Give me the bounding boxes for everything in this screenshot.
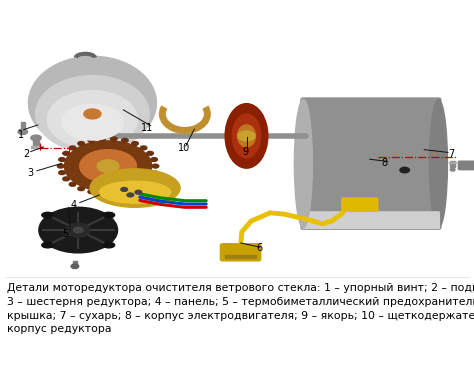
Bar [21, 122, 25, 129]
Circle shape [39, 207, 118, 253]
Circle shape [152, 164, 159, 168]
Ellipse shape [429, 99, 447, 228]
Circle shape [121, 187, 128, 191]
Ellipse shape [62, 104, 123, 140]
Circle shape [132, 142, 138, 146]
Circle shape [127, 193, 134, 197]
Circle shape [147, 151, 154, 155]
FancyBboxPatch shape [220, 244, 261, 261]
Circle shape [88, 139, 95, 142]
Circle shape [140, 146, 147, 150]
Text: 3: 3 [28, 168, 34, 178]
Circle shape [140, 182, 147, 186]
Ellipse shape [103, 242, 115, 248]
Circle shape [147, 177, 154, 181]
Circle shape [18, 129, 27, 134]
Circle shape [64, 141, 152, 191]
Circle shape [78, 142, 84, 146]
Ellipse shape [232, 114, 261, 158]
Bar [33, 140, 39, 148]
Circle shape [57, 164, 64, 168]
Ellipse shape [31, 135, 41, 141]
Bar [225, 255, 256, 258]
Circle shape [121, 190, 128, 194]
Circle shape [84, 109, 101, 119]
Circle shape [63, 151, 69, 155]
Circle shape [151, 157, 157, 161]
Text: Детали моторедуктора очистителя ветрового стекла: 1 – упорный винт; 2 – подпятни: Детали моторедуктора очистителя ветровог… [7, 283, 474, 334]
Circle shape [238, 131, 255, 141]
Ellipse shape [225, 104, 268, 168]
Text: 9: 9 [243, 147, 248, 157]
Ellipse shape [47, 91, 137, 148]
Circle shape [66, 223, 90, 237]
Text: 10: 10 [178, 143, 190, 153]
Bar [31, 146, 41, 148]
Circle shape [97, 160, 119, 172]
Circle shape [132, 187, 138, 190]
Circle shape [151, 171, 157, 175]
Text: 5: 5 [62, 229, 69, 239]
Text: 2: 2 [23, 149, 30, 159]
Circle shape [135, 190, 142, 194]
Circle shape [73, 227, 83, 233]
Circle shape [80, 150, 137, 182]
Ellipse shape [42, 242, 54, 248]
Circle shape [99, 192, 106, 195]
Circle shape [450, 168, 455, 171]
Bar [449, 162, 456, 163]
Ellipse shape [28, 56, 156, 150]
Ellipse shape [294, 99, 312, 228]
Ellipse shape [90, 169, 180, 207]
Bar [450, 161, 455, 167]
Text: 4: 4 [71, 200, 76, 210]
Circle shape [110, 137, 117, 141]
Circle shape [59, 157, 65, 161]
FancyBboxPatch shape [301, 98, 441, 229]
Text: 8: 8 [381, 158, 387, 168]
Text: 1: 1 [18, 129, 24, 139]
Circle shape [63, 177, 69, 181]
FancyBboxPatch shape [458, 161, 474, 170]
Ellipse shape [103, 212, 115, 218]
FancyBboxPatch shape [302, 212, 439, 228]
Circle shape [78, 187, 84, 190]
Text: 6: 6 [257, 243, 263, 253]
FancyBboxPatch shape [342, 198, 378, 211]
Bar [73, 261, 77, 266]
Circle shape [59, 171, 65, 175]
Circle shape [400, 167, 410, 173]
Text: 11: 11 [141, 122, 153, 132]
Circle shape [69, 182, 76, 186]
Circle shape [110, 192, 117, 195]
Circle shape [88, 190, 95, 194]
Text: 7: 7 [448, 149, 455, 159]
Ellipse shape [100, 181, 171, 203]
Circle shape [69, 146, 76, 150]
Ellipse shape [42, 212, 54, 218]
Ellipse shape [36, 76, 149, 152]
Circle shape [99, 137, 106, 141]
Circle shape [121, 139, 128, 142]
Circle shape [71, 264, 79, 268]
Ellipse shape [237, 125, 255, 147]
